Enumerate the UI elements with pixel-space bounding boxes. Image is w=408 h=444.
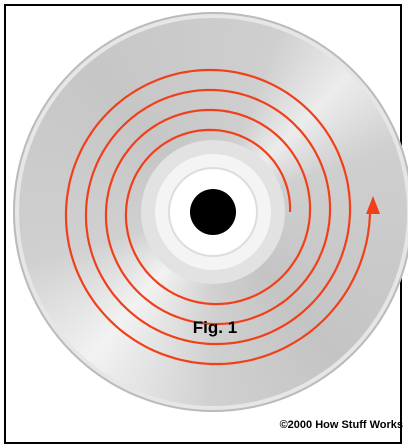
page: Fig. 1 ©2000 How Stuff Works (() => { co…	[0, 0, 408, 436]
figure-label: Fig. 1	[193, 318, 237, 337]
illustration: Fig. 1 ©2000 How Stuff Works	[0, 0, 408, 436]
center-hole	[190, 189, 236, 235]
credit: ©2000 How Stuff Works	[280, 419, 403, 431]
arrow-head	[366, 196, 380, 214]
